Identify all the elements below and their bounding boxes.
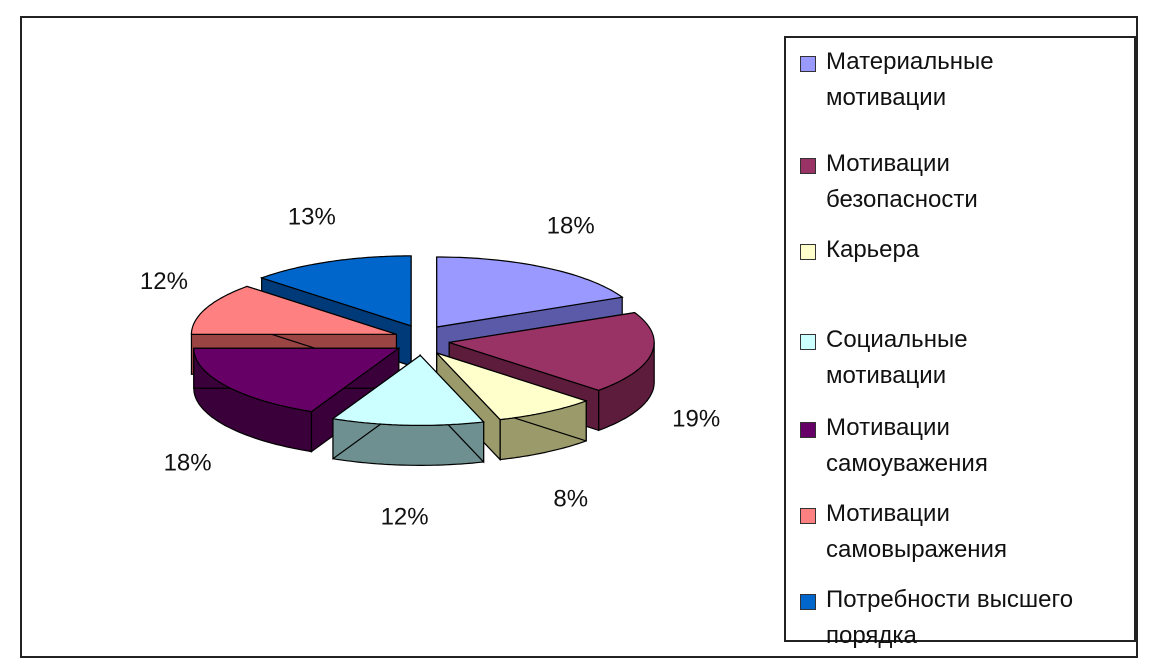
slice-top-higher-needs: [259, 255, 412, 327]
slice-top-safety: [448, 311, 655, 391]
slice-top-self-esteem: [193, 347, 401, 413]
legend-label-higher-needs: Потребности высшего порядка: [826, 586, 1074, 649]
data-label-safety: 19%: [672, 405, 720, 432]
legend-item-career: Карьера: [800, 232, 1136, 268]
chart-area: 18% 19% 8% 12% 18% 12% 13% Материальные мотива…: [20, 16, 1138, 658]
slice-social: [331, 353, 485, 466]
slice-top-social: [331, 354, 485, 426]
legend-item-safety: Мотивации безопасности: [800, 146, 1136, 218]
legend-swatch-social: [800, 334, 816, 350]
legend-swatch-career: [800, 244, 816, 260]
legend-label-material: Материальные мотивации: [826, 48, 994, 111]
legend-item-self-esteem: Мотивации самоуважения: [800, 410, 1136, 482]
legend-item-higher-needs: Потребности высшего порядка: [800, 582, 1136, 654]
slice-top-self-expression: [190, 285, 397, 335]
data-label-material: 18%: [547, 212, 595, 239]
data-label-self-esteem: 18%: [164, 450, 212, 477]
legend-swatch-safety: [800, 158, 816, 174]
legend-swatch-self-esteem: [800, 422, 816, 438]
data-label-social: 12%: [381, 504, 429, 531]
legend-label-safety: Мотивации безопасности: [826, 150, 978, 213]
slice-top-career: [436, 352, 589, 421]
legend-label-career: Карьера: [826, 236, 920, 263]
pie-chart: 18% 19% 8% 12% 18% 12% 13%: [140, 204, 720, 531]
legend-item-social: Социальные мотивации: [800, 322, 1136, 394]
legend-label-self-esteem: Мотивации самоуважения: [826, 414, 988, 477]
legend-swatch-higher-needs: [800, 594, 816, 610]
legend-item-self-expression: Мотивации самовыражения: [800, 496, 1136, 568]
data-label-career: 8%: [553, 486, 588, 513]
legend-label-self-expression: Мотивации самовыражения: [826, 500, 1007, 563]
legend-label-social: Социальные мотивации: [826, 326, 968, 389]
legend-item-material: Материальные мотивации: [800, 44, 1136, 116]
legend: Материальные мотивации Мотивации безопас…: [784, 36, 1136, 649]
slice-top-material: [436, 256, 624, 328]
data-label-higher-needs: 13%: [288, 204, 336, 231]
data-label-self-expression: 12%: [140, 268, 188, 295]
legend-swatch-material: [800, 56, 816, 72]
legend-swatch-self-expression: [800, 508, 816, 524]
